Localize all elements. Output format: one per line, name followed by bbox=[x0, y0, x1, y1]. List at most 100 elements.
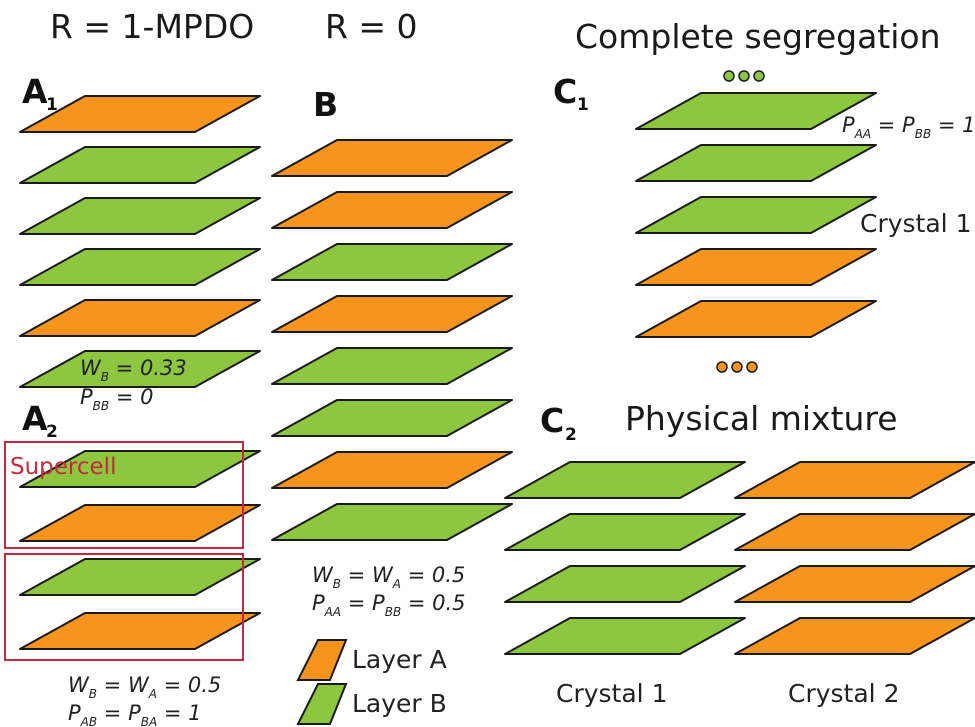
svg-text:PAA = PBB = 1: PAA = PBB = 1 bbox=[842, 113, 975, 141]
eq-b-p-p2: = P bbox=[341, 591, 385, 615]
legend: Layer A Layer B bbox=[296, 639, 447, 725]
panel-label-c1-sub: 1 bbox=[577, 95, 589, 115]
c2-right-layer-a bbox=[734, 461, 975, 499]
stack-a2 bbox=[19, 450, 261, 650]
a1-layer-a bbox=[19, 299, 261, 337]
dot-top-3 bbox=[753, 70, 765, 82]
legend-swatch-layer-b bbox=[296, 683, 348, 725]
eq-b-p: PAA = PBB = 0.5 bbox=[312, 591, 466, 619]
c1-layer-a bbox=[635, 300, 877, 338]
b-layer-a bbox=[271, 191, 513, 229]
legend-swatch-layer-a bbox=[296, 639, 348, 681]
c2-left-layer-b bbox=[504, 565, 746, 603]
legend-label-layer-a: Layer A bbox=[352, 645, 447, 674]
eq-c1-p-s1: AA bbox=[854, 127, 871, 141]
eq-a1-p: PBB = 0 bbox=[80, 385, 153, 413]
c2-left-layer-b bbox=[504, 461, 746, 499]
stack-c2-crystal1 bbox=[504, 461, 746, 655]
c1-layer-a bbox=[635, 248, 877, 286]
eq-a2-p-p2: = P bbox=[97, 701, 141, 725]
eq-a2-p-p1: P bbox=[68, 701, 81, 725]
c2-right-layer-a bbox=[734, 565, 975, 603]
eq-c1-p: PAA = PBB = 1 bbox=[842, 113, 975, 141]
eq-a2-w-rest: = 0.5 bbox=[157, 673, 221, 697]
eq-b-w-p1: W bbox=[312, 563, 334, 587]
eq-a1-p-rest: = 0 bbox=[109, 385, 153, 409]
eq-a2-p: PAB = PBA = 1 bbox=[68, 701, 202, 727]
continuation-dots-top bbox=[723, 70, 765, 82]
continuation-dots-bottom bbox=[716, 361, 758, 373]
c2-left-layer-b bbox=[504, 617, 746, 655]
eq-b-p-s1: AA bbox=[324, 605, 341, 619]
c2-right-layer-a bbox=[734, 617, 975, 655]
eq-b-w-s1: B bbox=[333, 577, 341, 591]
stack-a1 bbox=[19, 95, 261, 388]
svg-text:PBB = 0: PBB = 0 bbox=[80, 385, 153, 413]
eq-b-w-s2: A bbox=[392, 577, 401, 591]
dot-top-1 bbox=[723, 70, 735, 82]
a2-layer-a bbox=[19, 612, 261, 650]
b-layer-b bbox=[271, 503, 513, 541]
eq-b-p-s2: BB bbox=[385, 605, 401, 619]
eq-b-w: WB = WA = 0.5 bbox=[312, 563, 465, 591]
panel-label-a2-main: A bbox=[22, 399, 48, 438]
eq-c1-p-rest: = 1 bbox=[931, 113, 975, 137]
panel-label-a2: A 2 bbox=[22, 399, 58, 442]
eq-a2-w: WB = WA = 0.5 bbox=[68, 673, 221, 701]
panel-label-c2: C 2 bbox=[540, 401, 577, 445]
eq-b-p-rest: = 0.5 bbox=[401, 591, 465, 615]
eq-a1-w-rest: = 0.33 bbox=[109, 356, 187, 380]
eq-a2-w-p1: W bbox=[68, 673, 90, 697]
eq-c1-p-p1: P bbox=[842, 113, 855, 137]
b-layer-b bbox=[271, 347, 513, 385]
panel-label-a1-sub: 1 bbox=[46, 95, 58, 115]
a1-layer-b bbox=[19, 350, 261, 388]
caption-crystal2: Crystal 2 bbox=[788, 679, 899, 708]
panel-label-a2-sub: 2 bbox=[46, 422, 58, 442]
header-physical-mixture: Physical mixture bbox=[625, 399, 898, 438]
eq-a2-w-p2: = W bbox=[97, 673, 150, 697]
eq-a1-w-sub: B bbox=[101, 370, 109, 384]
caption-crystal1-c1: Crystal 1 bbox=[860, 209, 971, 238]
stack-b bbox=[271, 139, 513, 541]
c1-layer-b bbox=[635, 196, 877, 234]
a1-layer-a bbox=[19, 95, 261, 133]
eq-a2-p-rest: = 1 bbox=[157, 701, 201, 725]
a1-layer-b bbox=[19, 248, 261, 286]
eq-a2-w-s2: A bbox=[148, 687, 157, 701]
dot-bottom-1 bbox=[716, 361, 728, 373]
b-layer-a bbox=[271, 295, 513, 333]
legend-label-layer-b: Layer B bbox=[352, 689, 447, 718]
eq-c1-p-p2: = P bbox=[871, 113, 915, 137]
c1-layer-b bbox=[635, 144, 877, 182]
b-layer-a bbox=[271, 451, 513, 489]
b-layer-b bbox=[271, 399, 513, 437]
stack-c2-crystal2 bbox=[734, 461, 975, 655]
eq-a2-w-s1: B bbox=[89, 687, 97, 701]
dot-bottom-2 bbox=[731, 361, 743, 373]
header-r-zero: R = 0 bbox=[325, 7, 418, 46]
dot-top-2 bbox=[738, 70, 750, 82]
c2-right-layer-a bbox=[734, 513, 975, 551]
b-layer-b bbox=[271, 243, 513, 281]
a1-layer-b bbox=[19, 197, 261, 235]
panel-label-a1: A 1 bbox=[22, 72, 58, 115]
c1-layer-b bbox=[635, 92, 877, 130]
a2-layer-b bbox=[19, 450, 261, 488]
eq-a1-p-sub: BB bbox=[93, 399, 109, 413]
svg-text:PAA = PBB = 0.5: PAA = PBB = 0.5 bbox=[312, 591, 466, 619]
supercell-box-2 bbox=[4, 553, 244, 661]
stack-c1 bbox=[635, 92, 877, 338]
panel-label-b: B bbox=[313, 85, 338, 124]
eq-a2-p-s1: AB bbox=[80, 715, 97, 727]
eq-c1-p-s2: BB bbox=[915, 127, 931, 141]
svg-text:WB = WA = 0.5: WB = WA = 0.5 bbox=[68, 673, 221, 701]
header-complete-segregation: Complete segregation bbox=[575, 17, 941, 56]
panel-label-c2-sub: 2 bbox=[565, 425, 577, 445]
panel-label-c1-main: C bbox=[553, 72, 577, 111]
supercell-label: Supercell bbox=[10, 454, 116, 480]
panel-label-c1: C 1 bbox=[553, 72, 589, 115]
dot-bottom-3 bbox=[746, 361, 758, 373]
c2-left-layer-b bbox=[504, 513, 746, 551]
